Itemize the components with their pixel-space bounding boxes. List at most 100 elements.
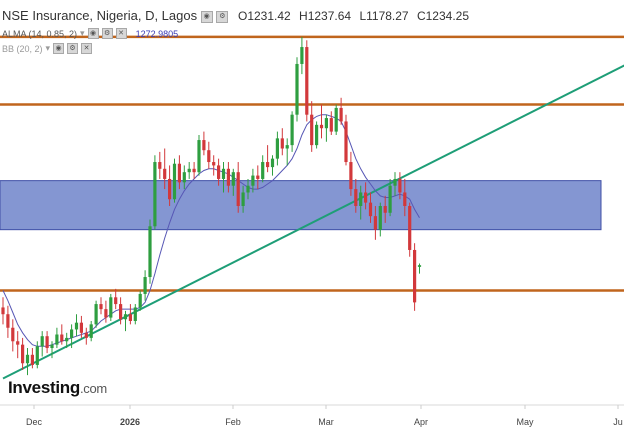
candle bbox=[246, 178, 250, 200]
candle bbox=[187, 162, 191, 179]
candle bbox=[119, 297, 123, 325]
candle-body bbox=[74, 322, 79, 330]
candle-body bbox=[349, 162, 353, 190]
candle bbox=[261, 155, 265, 183]
candle bbox=[163, 148, 167, 190]
alma-line bbox=[2, 114, 420, 347]
eye-off-icon[interactable]: ◉ bbox=[53, 43, 65, 54]
x-tick-label: Feb bbox=[225, 417, 241, 427]
candle bbox=[266, 145, 270, 173]
candle-body bbox=[192, 168, 196, 173]
ohlc-close: C1234.25 bbox=[416, 9, 469, 23]
candle-body bbox=[329, 118, 333, 132]
candle bbox=[226, 162, 230, 193]
chart-title: NSE Insurance, Nigeria, D, Lagos bbox=[2, 8, 198, 23]
close-icon[interactable]: ✕ bbox=[115, 28, 127, 39]
candle bbox=[192, 162, 196, 179]
candle-body bbox=[94, 304, 98, 325]
candle bbox=[241, 185, 245, 213]
candle bbox=[128, 304, 132, 325]
settings-icon[interactable]: ⚙ bbox=[67, 43, 79, 54]
candle bbox=[315, 121, 319, 149]
candle bbox=[319, 104, 324, 139]
close-icon[interactable]: ✕ bbox=[81, 43, 93, 54]
candle-body bbox=[266, 162, 270, 168]
candle-body bbox=[143, 277, 147, 294]
candle bbox=[275, 131, 279, 166]
candle bbox=[300, 36, 304, 75]
candle-body bbox=[364, 192, 368, 203]
candle-body bbox=[236, 172, 240, 206]
candle bbox=[21, 337, 25, 371]
candle-body bbox=[251, 175, 255, 186]
candle bbox=[55, 327, 59, 349]
ohlc-open: O1231.42 bbox=[237, 9, 291, 23]
candle-body bbox=[133, 307, 137, 321]
candle-body bbox=[226, 168, 230, 186]
candle-body bbox=[295, 63, 299, 115]
candle-body bbox=[393, 178, 397, 186]
candle bbox=[89, 320, 93, 342]
candle-body bbox=[60, 334, 64, 342]
candle-body bbox=[202, 140, 206, 151]
candle-body bbox=[300, 47, 304, 64]
candle bbox=[99, 297, 103, 315]
candle-body bbox=[172, 163, 177, 200]
candle-body bbox=[246, 185, 250, 193]
candle bbox=[251, 168, 255, 193]
candle-body bbox=[25, 354, 30, 364]
candle bbox=[364, 182, 368, 210]
candle bbox=[25, 348, 30, 376]
candle-body bbox=[123, 314, 128, 320]
candle bbox=[123, 310, 128, 332]
logo-text: Investing bbox=[8, 378, 80, 397]
candle bbox=[79, 315, 83, 338]
candle-body bbox=[148, 226, 152, 278]
candle-body bbox=[207, 150, 211, 163]
candle-body bbox=[30, 354, 34, 365]
candle bbox=[217, 158, 221, 186]
chevron-down-icon[interactable]: ▾ bbox=[45, 43, 51, 53]
candle bbox=[65, 332, 69, 349]
candle bbox=[212, 155, 216, 176]
alma-value: 1272.9805 bbox=[135, 28, 179, 39]
candle bbox=[221, 162, 226, 193]
bb-indicator-row: BB (20, 2) ▾ ◉ ⚙ ✕ bbox=[2, 43, 93, 54]
candle-body bbox=[368, 202, 373, 217]
candle bbox=[305, 40, 309, 122]
candle-body bbox=[168, 178, 172, 200]
candle bbox=[339, 97, 343, 125]
candle bbox=[153, 155, 157, 230]
candle-body bbox=[182, 172, 186, 183]
candle bbox=[231, 168, 235, 196]
candle bbox=[310, 101, 314, 152]
candle bbox=[45, 331, 49, 354]
candle-body bbox=[50, 344, 54, 349]
investing-logo[interactable]: Investing.com bbox=[8, 378, 107, 398]
chevron-down-icon[interactable]: ▾ bbox=[80, 28, 85, 38]
candle bbox=[168, 165, 172, 206]
eye-icon[interactable]: ◉ bbox=[200, 10, 213, 23]
candle-body bbox=[383, 206, 387, 213]
candle bbox=[280, 128, 284, 156]
candle-body bbox=[290, 114, 294, 146]
candle-body bbox=[354, 189, 358, 206]
candle bbox=[378, 202, 382, 237]
settings-icon[interactable]: ⚙ bbox=[101, 28, 113, 39]
candle-body bbox=[241, 192, 245, 206]
candle bbox=[334, 104, 338, 135]
candle bbox=[70, 324, 74, 349]
eye-icon[interactable]: ◉ bbox=[87, 28, 99, 39]
candle-body bbox=[319, 124, 324, 129]
candle bbox=[16, 331, 20, 359]
candle bbox=[236, 162, 240, 213]
ohlc-high: H1237.64 bbox=[299, 9, 352, 23]
candle-body bbox=[212, 162, 216, 166]
candle-body bbox=[408, 206, 412, 250]
candle bbox=[177, 155, 181, 190]
candle-body bbox=[84, 332, 88, 338]
candle bbox=[35, 341, 39, 369]
settings-icon[interactable]: ⚙ bbox=[216, 10, 229, 23]
